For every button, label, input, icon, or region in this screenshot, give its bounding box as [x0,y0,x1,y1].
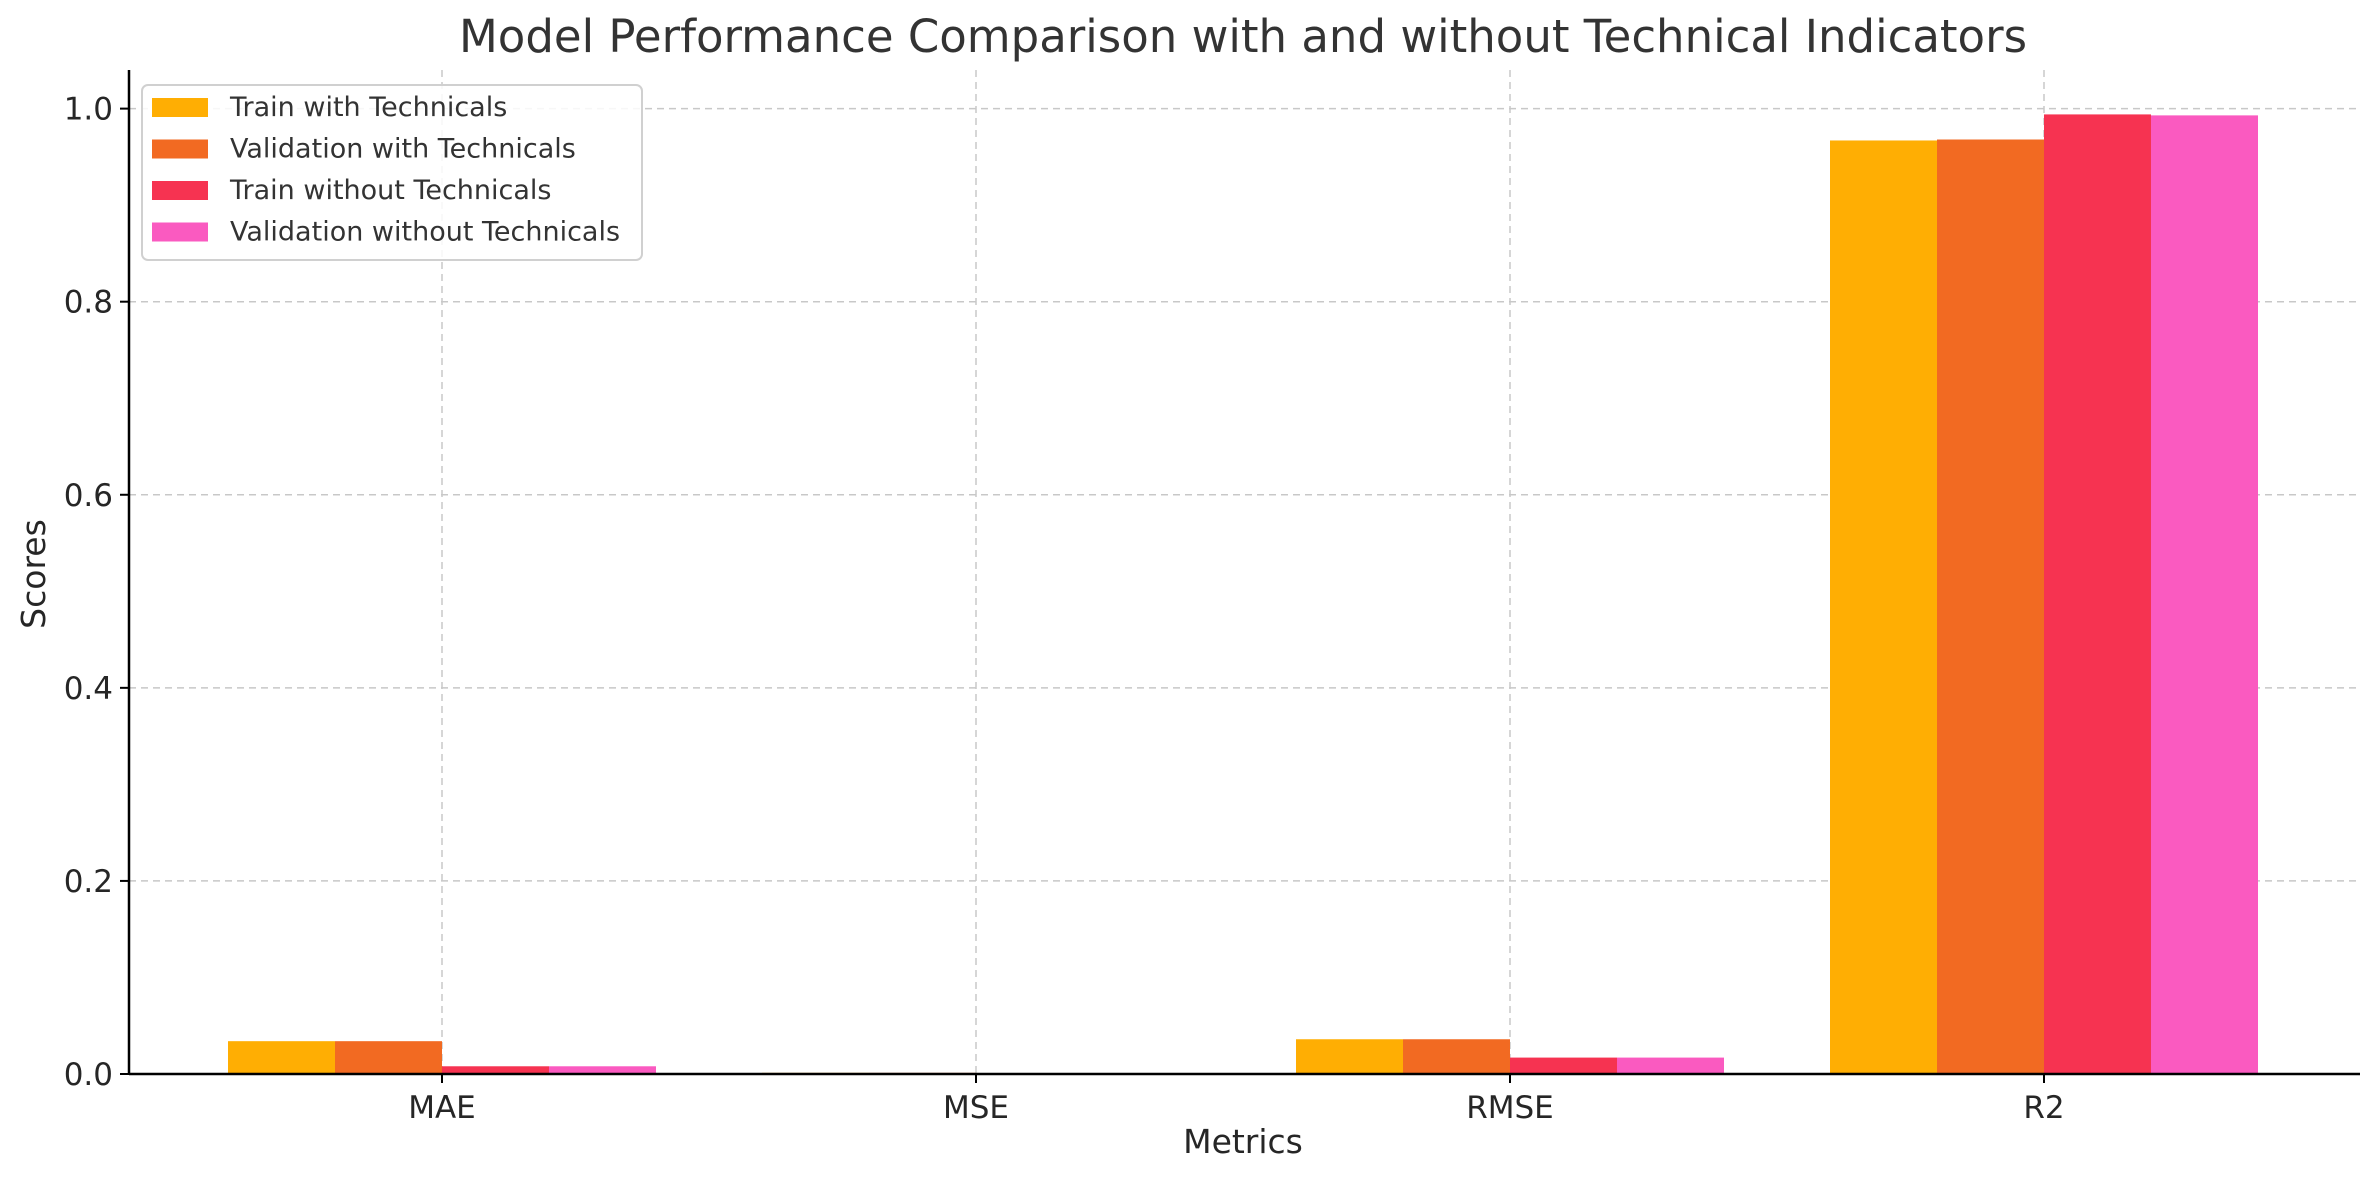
bar-rmse-series-1 [1403,1039,1510,1074]
legend-label: Train with Technicals [229,92,507,123]
y-tick-label: 1.0 [64,92,113,128]
bar-mae-series-2 [442,1066,549,1074]
y-tick-label: 0.0 [64,1057,113,1093]
legend-swatch [152,222,208,242]
bar-r2-series-2 [2044,114,2151,1074]
x-tick-label: R2 [2023,1090,2064,1126]
chart-title: Model Performance Comparison with and wi… [459,10,2027,63]
bar-rmse-series-2 [1510,1057,1617,1074]
bar-rmse-series-0 [1296,1039,1403,1074]
bar-mae-series-0 [228,1041,335,1074]
legend: Train with Technicals Validation with Tec… [141,84,643,261]
x-axis-title: Metrics [1183,1122,1303,1161]
x-tick-label: RMSE [1466,1090,1554,1126]
legend-label: Validation without Technicals [230,217,620,248]
legend-label: Train without Technicals [229,175,552,206]
legend-swatch [152,98,208,117]
x-axis-ticks: MAE MSE RMSE R2 [408,1074,2065,1126]
y-axis-ticks: 0.0 0.2 0.4 0.6 0.8 1.0 [64,92,129,1093]
y-tick-label: 0.4 [64,671,113,707]
y-tick-label: 0.6 [64,478,113,514]
y-tick-label: 0.2 [64,864,113,900]
y-axis-title: Scores [14,519,53,629]
x-tick-label: MSE [943,1090,1009,1126]
bar-r2-series-0 [1830,140,1937,1074]
bar-mae-series-1 [335,1041,442,1074]
legend-swatch [152,139,208,159]
bar-r2-series-3 [2151,115,2258,1075]
legend-label: Validation with Technicals [230,134,576,165]
legend-box [141,84,643,261]
legend-swatch [152,181,208,200]
y-tick-label: 0.8 [64,285,113,321]
bar-rmse-series-3 [1617,1057,1724,1074]
bar-mae-series-3 [549,1066,656,1074]
x-tick-label: MAE [408,1090,476,1126]
bars-group [228,114,2258,1075]
bar-r2-series-1 [1937,139,2044,1074]
